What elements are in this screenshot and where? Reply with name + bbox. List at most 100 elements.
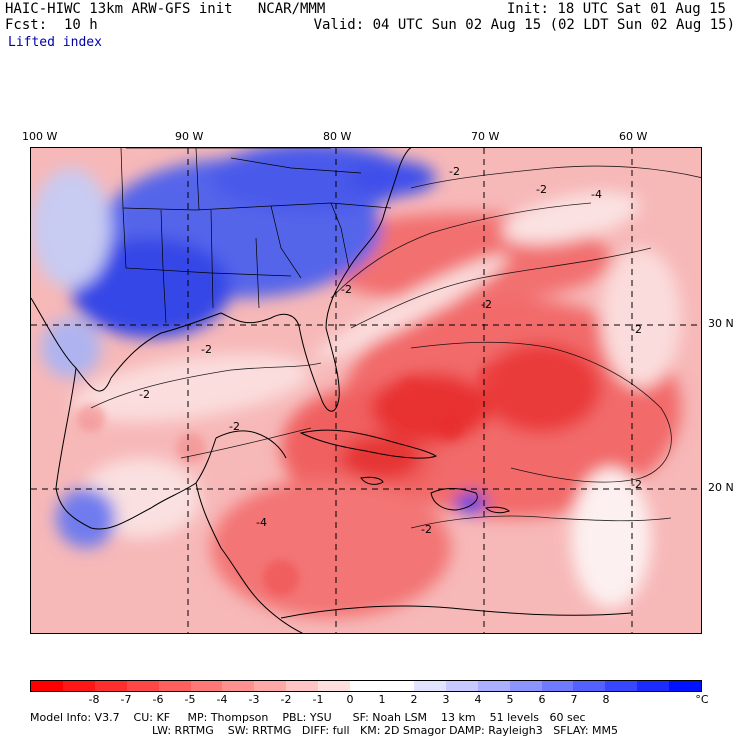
contour-label: -2 [536, 183, 547, 196]
colorbar-swatch [477, 681, 510, 691]
strong-instability-bahamas [371, 373, 491, 443]
map-canvas: -2 -2 -4 -2 -2 -2 -2 -2 -2 -4 -2 -2 [31, 148, 701, 633]
contour-line [330, 202, 592, 299]
stable-weak-gulfcoast [41, 318, 101, 378]
unstable-region-caribbean [211, 478, 451, 618]
colorbar-swatch [254, 681, 287, 691]
colorbar-swatch [350, 681, 382, 691]
colorbar-swatch [605, 681, 638, 691]
colorbar-swatch [445, 681, 478, 691]
puerto-rico-outline [484, 506, 510, 514]
contour-label: -2 [631, 323, 642, 336]
lifted-index-colorbar [30, 680, 702, 692]
us-gulf-atlantic-coast [31, 148, 412, 412]
neutral-region-east [601, 248, 681, 388]
init-time: Init: 18 UTC Sat 01 Aug 15 [506, 1, 726, 17]
state-border [160, 209, 167, 324]
contour-line [350, 247, 652, 329]
contour-label: -2 [139, 388, 150, 401]
colorbar-tick-label: 0 [346, 693, 354, 706]
texture-blob [176, 433, 206, 463]
colorbar-tick-label: -8 [88, 693, 100, 706]
texture-blob [439, 416, 463, 440]
colorbar-swatch [413, 681, 446, 691]
lon-label-70w: 70 W [471, 130, 500, 143]
contour-line [180, 427, 312, 459]
stable-weak-west [31, 168, 111, 288]
colorbar-tick-label: 5 [506, 693, 514, 706]
colorbar-swatch [318, 681, 351, 691]
central-america-coast [195, 482, 304, 633]
colorbar-swatch [190, 681, 223, 691]
model-info-line2: LW: RRTMG SW: RRTMG DIFF: full KM: 2D Sm… [152, 724, 618, 737]
mexico-coast [55, 367, 217, 530]
lifted-index-map: -2 -2 -4 -2 -2 -2 -2 -2 -2 -4 -2 -2 [30, 147, 702, 634]
lon-label-60w: 60 W [619, 130, 648, 143]
colorbar-tick-label: 1 [378, 693, 386, 706]
colorbar-swatch [541, 681, 574, 691]
state-border [330, 202, 350, 269]
colorbar-swatch [637, 681, 670, 691]
colorbar-swatch [126, 681, 159, 691]
colorbar-tick-label: 3 [442, 693, 450, 706]
texture-blob [77, 404, 105, 432]
colorbar-tick-label: -3 [248, 693, 260, 706]
lon-label-100w: 100 W [22, 130, 58, 143]
colorbar-swatch [31, 681, 63, 691]
colorbar-tick-label: -5 [184, 693, 196, 706]
state-border [195, 148, 200, 211]
state-border [255, 237, 260, 309]
stable-spot-hispaniola [455, 493, 487, 513]
state-border [270, 205, 302, 279]
neutral-region-southeast [571, 468, 651, 608]
contour-labels: -2 -2 -4 -2 -2 -2 -2 -2 -2 -4 -2 -2 [139, 165, 642, 536]
lat-label-30n: 30 N [708, 317, 734, 330]
colorbar-swatch [94, 681, 127, 691]
neutral-streak-north [502, 192, 640, 244]
contour-label: -2 [201, 343, 212, 356]
state-border [125, 267, 292, 277]
texture-blob [401, 378, 421, 398]
colorbar-tick-label: -6 [152, 693, 164, 706]
stable-region-mexico [56, 488, 116, 548]
contour-label: -4 [591, 188, 602, 201]
cuba-outline [299, 429, 438, 459]
colorbar-tick-label: 2 [410, 693, 418, 706]
lon-label-90w: 90 W [175, 130, 204, 143]
neutral-streak-diagonal [313, 254, 509, 362]
forecast-hour: 10 h [64, 17, 98, 33]
neutral-region-gulf [72, 353, 310, 423]
colorbar-tick-label: -7 [120, 693, 132, 706]
contour-label: -2 [631, 478, 642, 491]
contour-line [410, 341, 672, 483]
forecast-label: Fcst: [5, 17, 48, 33]
colorbar-tick-label: -1 [312, 693, 324, 706]
colorbar-tick-label: -2 [280, 693, 292, 706]
stable-region-northeast [211, 148, 411, 213]
contour-label: -2 [421, 523, 432, 536]
valid-time: Valid: 04 UTC Sun 02 Aug 15 (02 LDT Sun … [313, 17, 735, 33]
colorbar-swatch [62, 681, 95, 691]
stable-region-midatlantic [346, 160, 436, 196]
jamaica-outline [360, 476, 384, 485]
colorbar-swatch [509, 681, 542, 691]
model-title: HAIC-HIWC 13km ARW-GFS init NCAR/MMM [5, 1, 326, 17]
colorbar-tick-label: -4 [216, 693, 228, 706]
colorbar-unit: °C [695, 693, 709, 706]
stable-region-texas [71, 238, 231, 338]
colorbar-tick-label: 8 [602, 693, 610, 706]
colorbar-tick-label: 7 [570, 693, 578, 706]
lat-label-20n: 20 N [708, 481, 734, 494]
contour-label: -2 [341, 283, 352, 296]
state-borders [120, 148, 392, 324]
coastlines [31, 148, 632, 633]
south-america-coast [280, 605, 632, 619]
contour-label: -2 [449, 165, 460, 178]
texture-blob [477, 364, 505, 392]
field-name: Lifted index [8, 35, 102, 50]
contour-line [410, 515, 672, 529]
colorbar-swatch [286, 681, 319, 691]
colorbar-tick-label: 4 [474, 693, 482, 706]
state-border [210, 209, 214, 309]
state-border [230, 157, 362, 174]
